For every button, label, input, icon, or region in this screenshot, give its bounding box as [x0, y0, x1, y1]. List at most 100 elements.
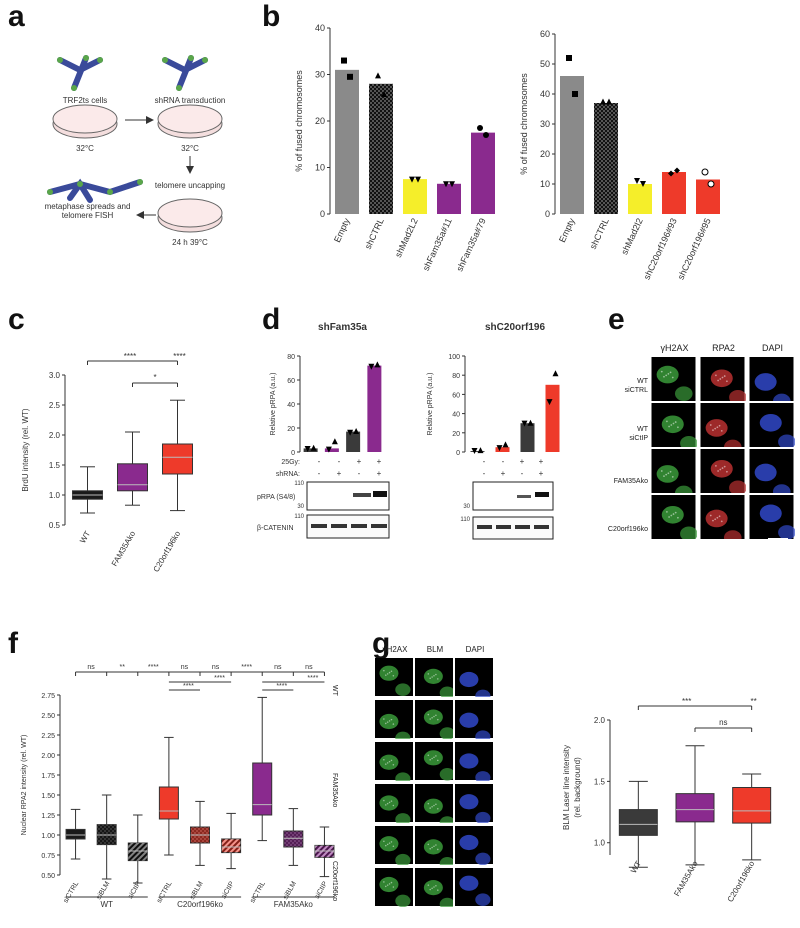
box [162, 443, 193, 475]
micrograph [748, 403, 795, 447]
nucleus [395, 731, 411, 739]
nucleus [439, 857, 453, 865]
y-axis-label: % of fused chromosomes [294, 70, 304, 172]
mw-label: 110 [294, 481, 304, 487]
x-tick-label: FAM35Ako [110, 529, 138, 568]
micrograph [415, 657, 453, 697]
nucleus [459, 753, 479, 769]
y-tick-label: 50 [540, 59, 550, 69]
chart-b-left: 0 10 20 30 40 % of fused chromosomes Empty shCT… [294, 23, 495, 273]
channel-header: DAPI [761, 343, 783, 353]
micrograph [415, 741, 453, 781]
x-tick-label: Empty [332, 216, 352, 244]
y-tick-label: 40 [540, 89, 550, 99]
y-tick-label: 20 [315, 116, 325, 126]
nucleus [395, 683, 411, 696]
data-point [353, 428, 360, 434]
nucleus [759, 504, 782, 523]
data-point [483, 131, 489, 138]
y-tick-label: 0.50 [41, 873, 55, 880]
nucleus [379, 665, 399, 681]
nucleus [778, 525, 795, 539]
micrograph [699, 357, 746, 401]
chart-d-left: 0 20 40 60 80 Relative pRPA (a.u.) shFam35a [270, 322, 382, 457]
panel-e-microscopy: γH2AX RPA2 DAPI WT siCTRL WT siCtIP FAM35Ako C20… [598, 343, 798, 543]
y-tick-label: 40 [315, 23, 325, 33]
micrograph [455, 657, 493, 697]
data-point [521, 420, 528, 427]
data-point [707, 180, 715, 188]
sig-label: **** [173, 352, 185, 361]
y-tick-label: 0 [291, 450, 295, 457]
sig-label: ns [274, 664, 282, 671]
row-label: C20orf196ko [331, 861, 338, 902]
panel-d-blots: 25Gy: shRNA: - - + + - + - + - - + + - + - + pRPA (S4/… [257, 457, 554, 540]
panel-a-schematic: TRF2ts cells shRNA transduction 32°C 32°… [45, 55, 225, 247]
micrograph [650, 449, 697, 493]
row-label: WT siCTRL [624, 378, 648, 394]
nucleus [423, 668, 443, 684]
data-point [449, 181, 455, 188]
y-tick-label: 20 [287, 426, 295, 433]
chart-b-right: 0 10 20 30 40 50 60 % of fused chromosomes Empty… [519, 29, 720, 281]
blot2-label: β-CATENIN [257, 525, 294, 532]
y-tick-label: 2.75 [41, 693, 55, 700]
petri-dish-icon [52, 104, 118, 139]
data-point [477, 447, 484, 454]
y-tick-label: 10 [315, 163, 325, 173]
panel-letter-a: a [8, 0, 25, 33]
data-point [527, 419, 534, 426]
nucleus [475, 730, 491, 739]
y-tick-label: 80 [287, 354, 295, 361]
data-point [443, 181, 449, 188]
chart-g: 1.0 1.5 2.0 BLM Laser line intensity (rel. b… [562, 697, 772, 904]
micrograph [748, 449, 795, 493]
chromosome-icon [162, 55, 208, 91]
nucleus [475, 893, 491, 906]
fused-chromosome-icon [47, 178, 143, 203]
sig-label: **** [241, 664, 252, 671]
sig-label: ** [751, 697, 757, 706]
shrna-sign: + [501, 469, 506, 478]
nucleus [439, 686, 453, 697]
shrna-sign: - [521, 469, 524, 478]
sig-label: ns [181, 664, 189, 671]
gy-sign: - [502, 457, 505, 466]
y-tick-label: 40 [452, 412, 460, 419]
data-point [331, 438, 338, 445]
x-tick-label: shMad2L2 [393, 217, 420, 259]
micrograph [748, 495, 795, 539]
data-point [572, 91, 578, 97]
panel-letter-f: f [8, 627, 18, 660]
chromosome-icon [57, 55, 103, 91]
nucleus [423, 880, 443, 896]
micrograph [455, 741, 493, 781]
sig-label: ns [305, 664, 313, 671]
shrna-sign: + [539, 469, 544, 478]
y-tick-label: 10 [540, 179, 550, 189]
nucleus [379, 754, 399, 770]
y-tick-label: 0.75 [41, 853, 55, 860]
x-tick-label: siBLM [282, 880, 298, 900]
sig-label: ns [87, 664, 95, 671]
nucleus [379, 836, 399, 852]
box [732, 787, 772, 824]
row-label: FAM35Ako [331, 773, 338, 808]
nucleus [723, 530, 742, 539]
nucleus [710, 369, 733, 388]
nucleus [759, 414, 782, 432]
gy-sign: - [338, 457, 341, 466]
blot1-label: pRPA (S4/8) [257, 494, 295, 501]
mw-label: 110 [460, 517, 470, 523]
bar [324, 448, 339, 452]
y-tick-label: 0 [456, 450, 460, 457]
petri-dish-icon [157, 104, 223, 139]
channel-header: RPA2 [712, 343, 735, 353]
shrna-sign: - [318, 469, 321, 478]
nucleus [705, 509, 728, 528]
bar [367, 365, 382, 452]
blot-catenin-right [472, 516, 554, 540]
micrograph [455, 783, 493, 823]
data-point [640, 181, 646, 187]
nucleus [661, 415, 684, 434]
